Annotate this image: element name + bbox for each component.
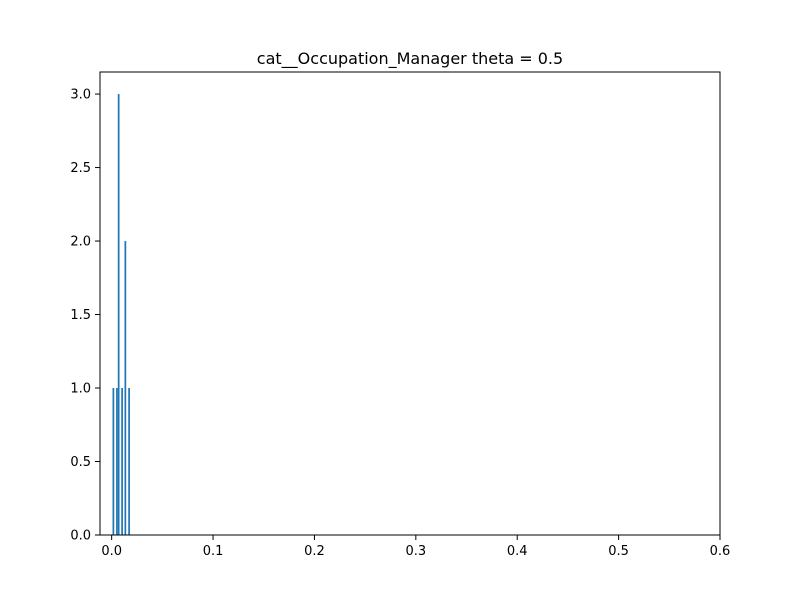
bar-0	[112, 388, 115, 535]
y-tick-label: 2.5	[70, 161, 91, 176]
bar-3	[121, 388, 123, 535]
x-tick-label: 0.0	[101, 544, 122, 559]
y-tick-label: 3.0	[70, 88, 91, 103]
x-tick-label: 0.3	[405, 544, 426, 559]
y-tick-label: 2.0	[70, 235, 91, 250]
x-tick-label: 0.6	[710, 544, 731, 559]
x-tick-label: 0.1	[203, 544, 224, 559]
bars-group	[112, 94, 130, 536]
x-axis: 0.0 0.1 0.2 0.3 0.4 0.5 0.6	[101, 535, 730, 559]
bar-1	[116, 388, 118, 535]
bar-2	[117, 94, 120, 536]
x-tick-label: 0.4	[507, 544, 528, 559]
y-tick-label: 0.5	[70, 455, 91, 470]
y-tick-label: 1.0	[70, 382, 91, 397]
y-tick-label: 1.5	[70, 308, 91, 323]
chart-title: cat__Occupation_Manager theta = 0.5	[257, 49, 563, 69]
bar-4	[124, 241, 127, 536]
y-axis: 0.0 0.5 1.0 1.5 2.0 2.5 3.0	[70, 88, 100, 544]
x-tick-label: 0.2	[304, 544, 325, 559]
bar-5	[128, 388, 130, 535]
x-tick-label: 0.5	[608, 544, 629, 559]
y-tick-label: 0.0	[70, 529, 91, 544]
plot-frame	[99, 71, 721, 536]
